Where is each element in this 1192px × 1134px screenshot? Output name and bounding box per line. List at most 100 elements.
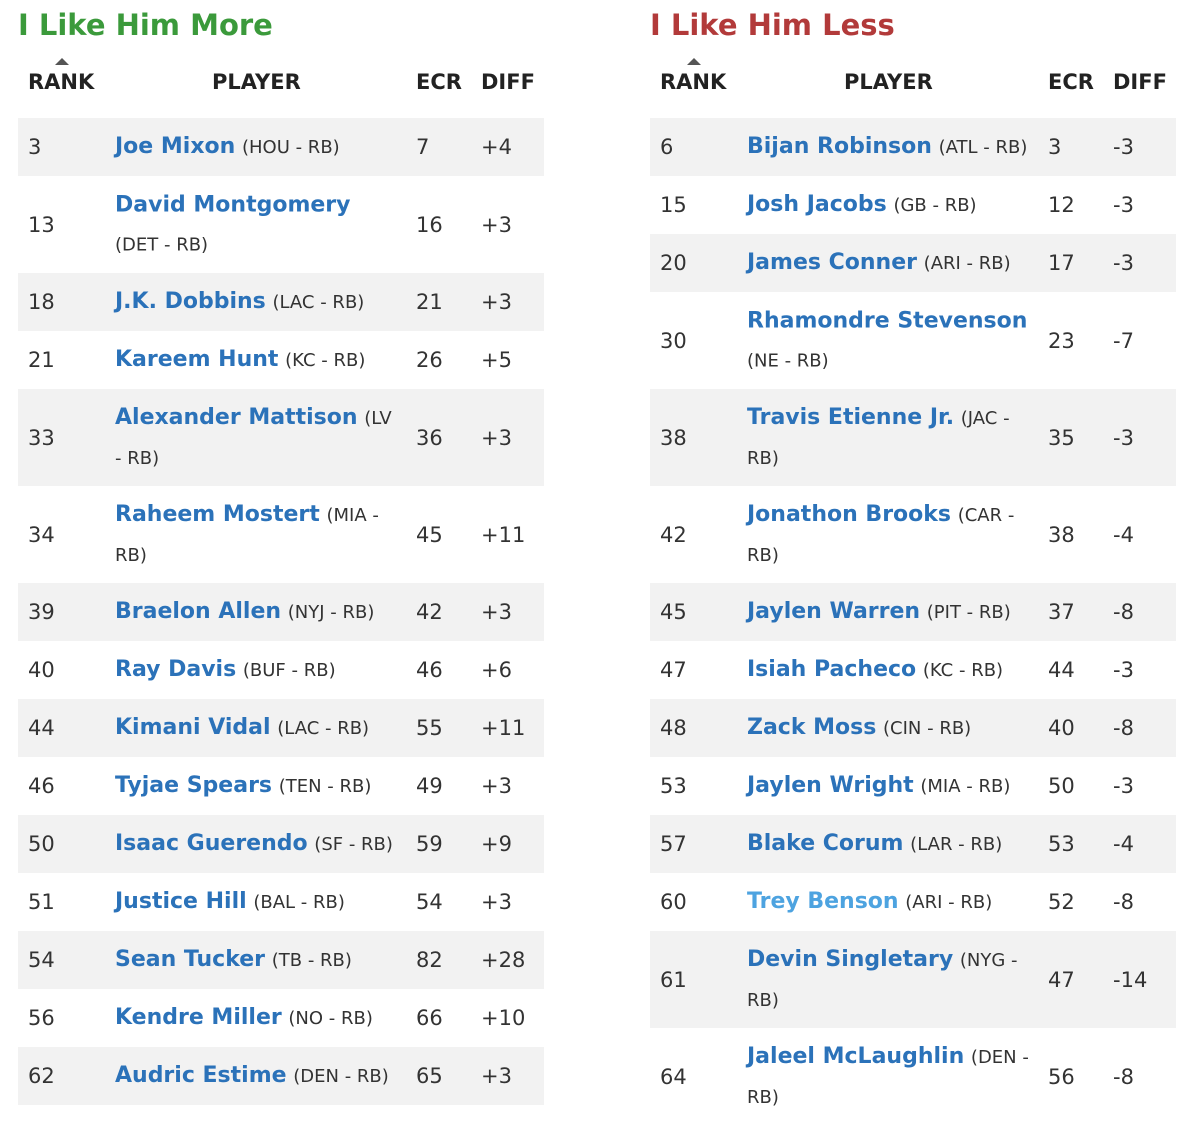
like-more-table-body: 3 Joe Mixon (HOU - RB) 7 +4 13 David Montgome…: [18, 118, 544, 1105]
player-team: (KC - RB): [922, 660, 1004, 681]
rank-header[interactable]: RANK: [660, 70, 727, 94]
player-link[interactable]: David Montgomery: [115, 192, 351, 217]
diff-cell: -3: [1113, 425, 1134, 450]
player-link[interactable]: Sean Tucker: [115, 947, 266, 972]
player-link[interactable]: Joe Mixon: [115, 134, 236, 159]
player-link[interactable]: Trey Benson: [747, 889, 899, 914]
table-row: 50 Isaac Guerendo (SF - RB) 59 +9: [18, 815, 544, 873]
diff-header[interactable]: DIFF: [481, 70, 535, 94]
player-team: (HOU - RB): [241, 137, 340, 158]
player-team: (LV - RB): [115, 407, 392, 469]
table-row: 20 James Conner (ARI - RB) 17 -3: [650, 234, 1176, 292]
ecr-cell: 53: [1048, 832, 1075, 856]
ecr-cell: 21: [416, 290, 443, 314]
player-cell: Joe Mixon (HOU - RB): [115, 127, 397, 167]
diff-cell: +3: [481, 600, 512, 624]
table-header: RANK PLAYER ECR DIFF: [18, 46, 544, 118]
ecr-cell: 82: [416, 948, 443, 972]
player-link[interactable]: J.K. Dobbins: [115, 289, 266, 314]
sort-asc-icon: [687, 58, 701, 65]
player-link[interactable]: Jonathon Brooks: [747, 501, 951, 527]
rank-header[interactable]: RANK: [28, 70, 95, 94]
ecr-cell: 37: [1048, 600, 1075, 624]
player-cell: Jaleel McLaughlin (DEN - RB): [747, 1037, 1029, 1117]
table-row: 48 Zack Moss (CIN - RB) 40 -8: [650, 699, 1176, 757]
diff-cell: -14: [1113, 967, 1148, 992]
table-row: 60 Trey Benson (ARI - RB) 52 -8: [650, 873, 1176, 931]
player-team: (PIT - RB): [926, 602, 1011, 623]
ecr-cell: 50: [1048, 774, 1075, 798]
table-row: 64 Jaleel McLaughlin (DEN - RB) 56 -8: [650, 1028, 1176, 1125]
rank-cell: 64: [660, 1064, 687, 1089]
player-team: (LAC - RB): [272, 292, 365, 313]
rank-cell: 13: [28, 212, 55, 237]
player-link[interactable]: Jaylen Warren: [747, 599, 921, 624]
player-link[interactable]: Kimani Vidal: [115, 715, 271, 740]
player-link[interactable]: Ray Davis: [115, 657, 237, 682]
player-link[interactable]: Blake Corum: [747, 831, 904, 856]
table-row: 30 Rhamondre Stevenson (NE - RB) 23 -7: [650, 292, 1176, 389]
rank-cell: 34: [28, 522, 55, 547]
table-row: 45 Jaylen Warren (PIT - RB) 37 -8: [650, 583, 1176, 641]
player-link[interactable]: Jaylen Wright: [747, 773, 914, 798]
player-cell: Alexander Mattison (LV - RB): [115, 398, 397, 478]
player-link[interactable]: Josh Jacobs: [747, 192, 887, 217]
diff-cell: +3: [481, 774, 512, 798]
table-row: 34 Raheem Mostert (MIA - RB) 45 +11: [18, 486, 544, 583]
player-link[interactable]: Braelon Allen: [115, 599, 282, 624]
player-team: (MIA - RB): [920, 776, 1011, 797]
player-team: (TB - RB): [271, 950, 352, 971]
table-row: 54 Sean Tucker (TB - RB) 82 +28: [18, 931, 544, 989]
rank-cell: 15: [660, 193, 687, 217]
ecr-cell: 56: [1048, 1064, 1075, 1089]
player-team: (NYG - RB): [747, 949, 1018, 1011]
player-link[interactable]: Tyjae Spears: [115, 773, 273, 798]
player-link[interactable]: Bijan Robinson: [747, 134, 932, 159]
diff-header[interactable]: DIFF: [1113, 70, 1167, 94]
player-link[interactable]: Jaleel McLaughlin: [747, 1043, 965, 1069]
player-link[interactable]: Alexander Mattison: [115, 404, 358, 430]
ecr-cell: 46: [416, 658, 443, 682]
table-row: 61 Devin Singletary (NYG - RB) 47 -14: [650, 931, 1176, 1028]
player-cell: Kendre Miller (NO - RB): [115, 998, 397, 1038]
player-link[interactable]: James Conner: [747, 250, 917, 275]
diff-cell: -3: [1113, 251, 1134, 275]
diff-cell: -8: [1113, 890, 1134, 914]
player-team: (CAR - RB): [747, 504, 1015, 566]
ecr-header[interactable]: ECR: [416, 70, 462, 94]
diff-cell: +6: [481, 658, 512, 682]
ecr-cell: 45: [416, 522, 443, 547]
player-link[interactable]: Justice Hill: [115, 889, 247, 914]
rank-cell: 3: [28, 135, 42, 159]
diff-cell: -3: [1113, 193, 1134, 217]
table-row: 57 Blake Corum (LAR - RB) 53 -4: [650, 815, 1176, 873]
player-link[interactable]: Audric Estime: [115, 1063, 287, 1088]
diff-cell: +11: [481, 522, 526, 547]
player-link[interactable]: Raheem Mostert: [115, 501, 320, 527]
rank-cell: 18: [28, 290, 55, 314]
player-link[interactable]: Devin Singletary: [747, 946, 954, 972]
player-link[interactable]: Travis Etienne Jr.: [747, 404, 955, 430]
ecr-cell: 16: [416, 212, 443, 237]
table-row: 42 Jonathon Brooks (CAR - RB) 38 -4: [650, 486, 1176, 583]
player-link[interactable]: Isaac Guerendo: [115, 831, 308, 856]
player-header[interactable]: PLAYER: [844, 70, 933, 94]
player-team: (JAC - RB): [747, 407, 1010, 469]
player-header[interactable]: PLAYER: [212, 70, 301, 94]
player-link[interactable]: Zack Moss: [747, 715, 877, 740]
player-link[interactable]: Kareem Hunt: [115, 347, 279, 372]
player-link[interactable]: Kendre Miller: [115, 1005, 282, 1030]
player-team: (LAC - RB): [277, 718, 370, 739]
table-row: 13 David Montgomery (DET - RB) 16 +3: [18, 176, 544, 273]
table-row: 51 Justice Hill (BAL - RB) 54 +3: [18, 873, 544, 931]
player-cell: David Montgomery (DET - RB): [115, 185, 397, 264]
player-team: (CIN - RB): [883, 718, 972, 739]
ecr-header[interactable]: ECR: [1048, 70, 1094, 94]
diff-cell: -3: [1113, 658, 1134, 682]
player-link[interactable]: Rhamondre Stevenson: [747, 308, 1028, 333]
player-cell: Audric Estime (DEN - RB): [115, 1056, 397, 1096]
rank-cell: 44: [28, 716, 55, 740]
player-cell: Kimani Vidal (LAC - RB): [115, 708, 397, 748]
player-link[interactable]: Isiah Pacheco: [747, 657, 917, 682]
player-cell: Jonathon Brooks (CAR - RB): [747, 495, 1029, 575]
